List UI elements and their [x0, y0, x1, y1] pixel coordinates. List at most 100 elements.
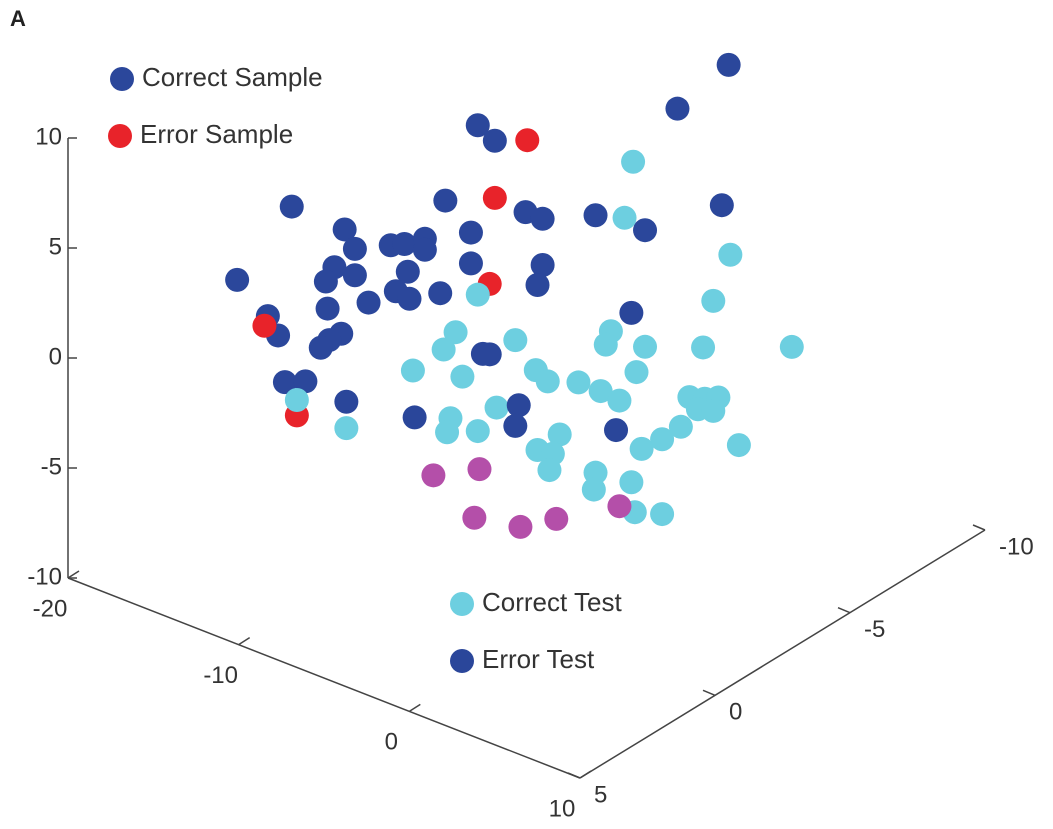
data-point: [467, 457, 492, 482]
data-point: [612, 205, 637, 230]
data-point: [284, 388, 309, 412]
data-point: [691, 335, 716, 360]
data-point: [482, 128, 507, 153]
points: [225, 52, 804, 539]
data-point: [397, 286, 422, 311]
data-point: [400, 358, 425, 383]
data-point: [308, 335, 333, 360]
x-tick-label: 0: [385, 729, 398, 756]
data-point: [525, 273, 550, 297]
data-point: [604, 418, 629, 443]
y-tick-label: 0: [729, 699, 742, 726]
y-tick-label: -10: [999, 533, 1034, 560]
legend-swatch: [450, 592, 474, 616]
z-tick-label: -5: [41, 453, 62, 480]
x-tick-label: 10: [549, 795, 576, 822]
data-point: [665, 96, 690, 121]
data-point: [593, 332, 618, 357]
data-point: [272, 370, 297, 395]
data-point: [624, 360, 649, 385]
data-point: [726, 433, 751, 458]
data-point: [537, 458, 562, 483]
data-point: [503, 328, 528, 353]
data-point: [334, 389, 359, 414]
data-point: [716, 52, 741, 77]
data-point: [629, 436, 654, 461]
data-point: [315, 296, 340, 321]
data-point: [412, 237, 437, 262]
data-point: [293, 369, 318, 394]
data-point: [530, 206, 555, 231]
data-point: [718, 242, 743, 267]
legend-swatch: [108, 124, 132, 148]
y-tick: [567, 772, 581, 779]
data-point: [433, 188, 458, 213]
legend-label: Error Sample: [140, 119, 293, 149]
data-point: [503, 413, 528, 438]
y-tick: [972, 524, 986, 531]
panel-label: A: [10, 6, 26, 31]
data-point: [633, 218, 658, 243]
data-point: [458, 220, 483, 245]
legend-label: Correct Sample: [142, 62, 323, 92]
data-point: [709, 193, 734, 218]
x-tick: [67, 570, 80, 579]
data-point: [515, 128, 540, 153]
data-point: [465, 419, 490, 444]
data-point: [508, 514, 533, 539]
data-point: [607, 388, 632, 413]
x-tick: [408, 703, 421, 712]
data-point: [395, 259, 420, 284]
legend-swatch: [110, 67, 134, 91]
data-point: [701, 288, 726, 313]
data-point: [633, 334, 658, 359]
data-point: [332, 217, 357, 242]
data-point: [334, 416, 359, 441]
z-tick-label: 0: [49, 343, 62, 370]
data-point: [342, 263, 367, 288]
data-point: [402, 405, 427, 430]
x-tick-label: -10: [203, 662, 238, 689]
data-point: [465, 113, 490, 138]
data-point: [443, 320, 468, 345]
data-point: [458, 251, 483, 276]
x-tick: [579, 770, 592, 779]
data-point: [779, 334, 804, 359]
data-point: [279, 194, 304, 219]
data-point: [530, 253, 555, 277]
y-tick: [837, 606, 851, 614]
data-point: [462, 505, 487, 530]
data-point: [482, 185, 507, 210]
data-point: [252, 313, 277, 338]
data-point: [313, 269, 338, 294]
legend: Correct Sample Error Sample Correct Test Er…: [108, 62, 622, 674]
data-point: [435, 420, 460, 445]
data-point: [566, 370, 591, 395]
x-axis: [67, 577, 581, 779]
data-point: [342, 236, 367, 261]
data-point: [428, 281, 453, 306]
data-point: [583, 203, 608, 228]
data-point: [421, 463, 446, 488]
y-tick-label: -5: [864, 616, 885, 643]
data-point: [484, 395, 509, 420]
data-point: [506, 393, 531, 418]
x-tick-label: -20: [33, 595, 68, 622]
y-tick-label: 5: [594, 781, 607, 808]
data-point: [431, 337, 456, 362]
data-point: [392, 232, 417, 256]
data-point: [619, 300, 644, 325]
z-tick-label: -10: [27, 563, 62, 590]
legend-swatch: [450, 649, 474, 673]
y-axis: [579, 529, 986, 779]
data-point: [225, 267, 250, 292]
axes: -10 -5 0 5 10 -20 -10 0 10 5 0 -5 -10: [27, 123, 1033, 822]
data-point: [650, 427, 675, 452]
data-point: [547, 422, 572, 447]
data-point: [465, 282, 490, 307]
data-point: [607, 494, 632, 519]
data-point: [356, 290, 381, 315]
data-point: [701, 398, 726, 423]
x-tick: [238, 637, 251, 646]
